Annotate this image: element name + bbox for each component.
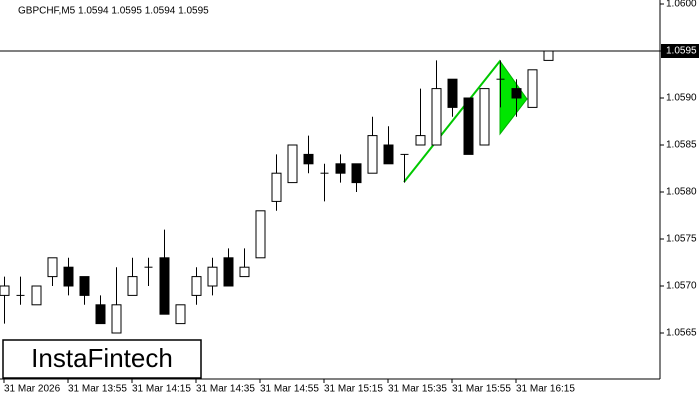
y-tick-label: 1.0575 (666, 234, 697, 245)
candle-body (127, 276, 138, 296)
candle-body (463, 97, 474, 155)
candle-body (79, 276, 90, 296)
candle-body (223, 257, 234, 287)
chart-title: GBPCHF,M5 1.0594 1.0595 1.0594 1.0595 (18, 6, 209, 17)
x-tick-label: 31 Mar 14:15 (132, 384, 191, 395)
candle-body (479, 88, 490, 146)
candle-body (335, 163, 346, 174)
x-tick-label: 31 Mar 2026 (4, 384, 61, 395)
x-tick-label: 31 Mar 15:55 (452, 384, 511, 395)
y-tick-label: 1.0585 (666, 140, 697, 151)
candle-body (0, 285, 10, 296)
y-tick-label: 1.0600 (666, 0, 697, 10)
candle-body (271, 172, 282, 202)
candle-body (511, 88, 522, 99)
x-tick-label: 31 Mar 14:55 (260, 384, 319, 395)
y-tick-label: 1.0580 (666, 187, 697, 198)
x-tick-label: 31 Mar 13:55 (68, 384, 127, 395)
marks (0, 50, 554, 334)
candle-body (63, 266, 74, 287)
candle-body (175, 304, 186, 325)
candle-body (431, 88, 442, 146)
candle-body (95, 304, 106, 325)
current-price-box (661, 44, 699, 58)
y-tick-label: 1.0590 (666, 93, 697, 104)
candle-body (159, 257, 170, 315)
candle-body (303, 153, 314, 165)
candle-body (207, 266, 218, 287)
candle-body (255, 210, 266, 259)
current-price-label: 1.0595 (666, 46, 697, 57)
x-tick-label: 31 Mar 15:35 (388, 384, 447, 395)
logo-box (2, 339, 202, 379)
logo: InstaFintech (31, 343, 173, 373)
flag-pole (403, 60, 501, 183)
candle-body (191, 276, 202, 296)
y-tick-label: 1.0570 (666, 281, 697, 292)
candle-body (447, 78, 458, 108)
candle-body (287, 144, 298, 184)
candle-body (47, 257, 58, 278)
candle-body (351, 163, 362, 184)
candle-body (543, 50, 554, 61)
x-tick-label: 31 Mar 15:15 (324, 384, 383, 395)
candle-body (415, 135, 426, 146)
candle-body (31, 285, 42, 306)
candle-body (527, 69, 538, 108)
candle-body (383, 144, 394, 165)
x-tick-label: 31 Mar 14:35 (196, 384, 255, 395)
candle-body (111, 304, 122, 334)
x-tick-label: 31 Mar 16:15 (516, 384, 575, 395)
candle-body (367, 135, 378, 174)
y-tick-label: 1.0565 (666, 328, 697, 339)
candle-body (239, 266, 250, 278)
